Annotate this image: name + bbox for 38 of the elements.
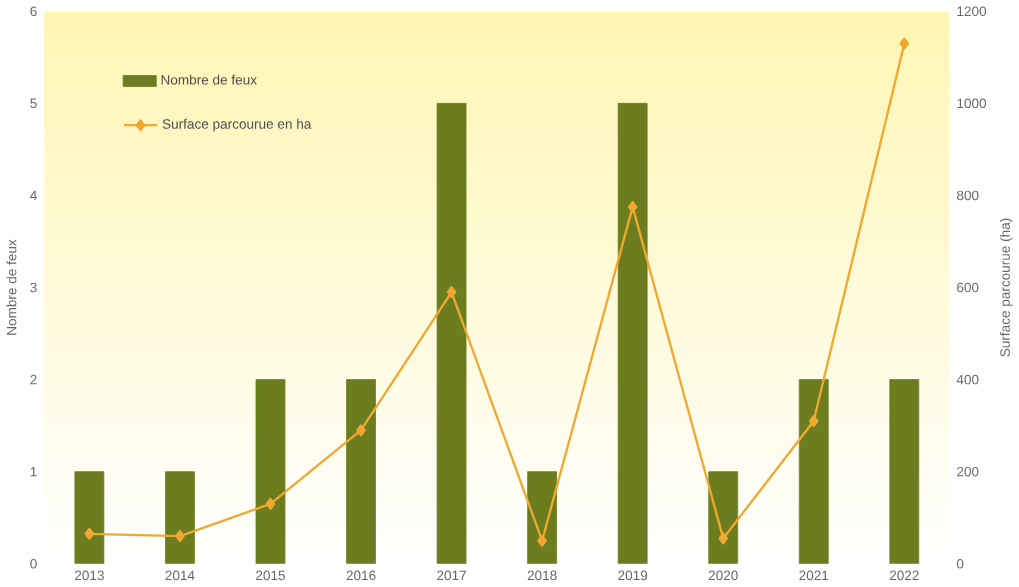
- point: [84, 527, 95, 540]
- point: [718, 532, 729, 545]
- point: [446, 286, 457, 299]
- y-tick-label: 4: [30, 190, 37, 201]
- point: [808, 415, 819, 428]
- x-tick-label: 2019: [618, 570, 648, 581]
- x-tick-label: 2015: [256, 570, 285, 581]
- y2-axis-title: Surface parcourue (ha): [999, 218, 1013, 357]
- y2-tick-label: 1200: [957, 6, 987, 17]
- y-tick-label: 6: [30, 6, 37, 17]
- y2-tick-label: 800: [956, 190, 979, 201]
- y-tick-label: 2: [30, 375, 37, 385]
- legend-label: Surface parcourue en ha: [162, 119, 312, 132]
- x-tick-label: 2018: [527, 570, 557, 581]
- x-tick-label: 2014: [165, 570, 195, 581]
- point: [627, 201, 638, 214]
- x-tick-label: 2013: [74, 570, 104, 581]
- point: [899, 37, 910, 50]
- y-tick-label: 0: [30, 559, 37, 569]
- point: [356, 424, 366, 437]
- y2-tick-label: 1000: [957, 98, 987, 109]
- point: [175, 530, 185, 543]
- x-tick-label: 2022: [889, 570, 919, 581]
- y-tick-label: 5: [30, 98, 37, 109]
- x-tick-label: 2017: [437, 570, 466, 581]
- x-tick-label: 2021: [799, 570, 829, 581]
- x-tick-label: 2020: [708, 570, 738, 581]
- y2-tick-label: 400: [956, 374, 979, 385]
- y-axis-title: Nombre de feux: [6, 239, 17, 335]
- y2-tick-label: 600: [957, 282, 979, 293]
- point: [265, 498, 276, 511]
- x-tick-label: 2016: [346, 570, 376, 581]
- y2-tick-label: 200: [957, 467, 979, 477]
- point: [537, 534, 547, 547]
- legend-label: Nombre de feux: [161, 74, 257, 85]
- y-tick-label: 1: [30, 467, 37, 477]
- y2-tick-label: 0: [956, 559, 964, 569]
- y-tick-label: 3: [30, 282, 37, 293]
